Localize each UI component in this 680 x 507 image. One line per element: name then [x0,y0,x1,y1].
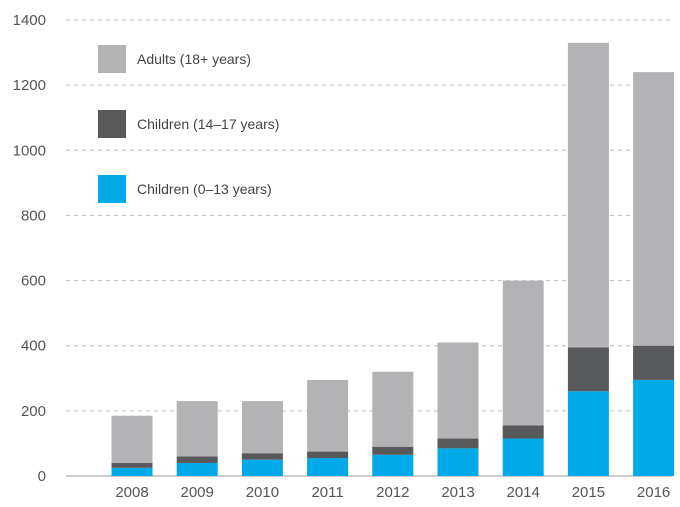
bar-segment [372,446,414,455]
x-tick-label: 2016 [637,484,670,501]
x-tick-label: 2010 [246,484,279,501]
bar-segment [567,42,609,348]
bar-segment [502,280,544,426]
x-tick-label: 2011 [311,484,343,501]
x-tick-label: 2015 [572,484,605,501]
bar-segment [567,391,609,476]
bar-segment [111,462,153,468]
bar-segment [241,453,283,460]
legend-label: Adults (18+ years) [137,51,251,67]
bar-segment [567,347,609,392]
bar-segment [111,467,153,476]
y-tick-label: 1200 [13,77,46,94]
legend-label: Children (0–13 years) [137,181,272,197]
bar-segment [633,345,675,380]
y-tick-label: 400 [21,338,46,355]
bar-segment [437,342,479,439]
bar-segment [307,379,349,452]
y-tick-label: 200 [21,403,46,420]
x-tick-label: 2008 [115,484,148,501]
bar-segment [176,462,218,476]
legend-swatch [98,175,126,203]
legend-swatch [98,110,126,138]
x-axis-ticks: 2008 2009 2010 2011 2012 2013 2014 2015 2016 [115,484,670,501]
bar-segment [633,72,675,346]
bar-segment [502,438,544,476]
bar-segment [241,401,283,454]
x-tick-label: 2009 [181,484,214,501]
y-tick-label: 1400 [13,12,46,29]
y-tick-label: 800 [21,207,46,224]
bars [111,42,675,476]
bar-segment [372,454,414,476]
bar-segment [176,456,218,463]
bar-segment [111,415,153,463]
bar-segment [633,379,675,476]
bar-segment [372,371,414,447]
bar-segment [307,458,349,476]
x-tick-label: 2014 [507,484,540,501]
bar-segment [437,448,479,476]
y-tick-label: 1000 [13,142,46,159]
bar-segment [502,425,544,439]
bar-segment [437,438,479,449]
bar-segment [176,401,218,457]
y-tick-label: 0 [38,468,46,485]
legend: Adults (18+ years) Children (14–17 years)… [98,45,279,203]
legend-swatch [98,45,126,73]
y-tick-label: 600 [21,273,46,290]
bar-segment [307,451,349,459]
x-tick-label: 2013 [441,484,474,501]
legend-label: Children (14–17 years) [137,116,279,132]
y-axis-ticks: 0 200 400 600 800 1000 1200 1400 [13,12,46,485]
x-tick-label: 2012 [376,484,409,501]
bar-segment [241,459,283,476]
